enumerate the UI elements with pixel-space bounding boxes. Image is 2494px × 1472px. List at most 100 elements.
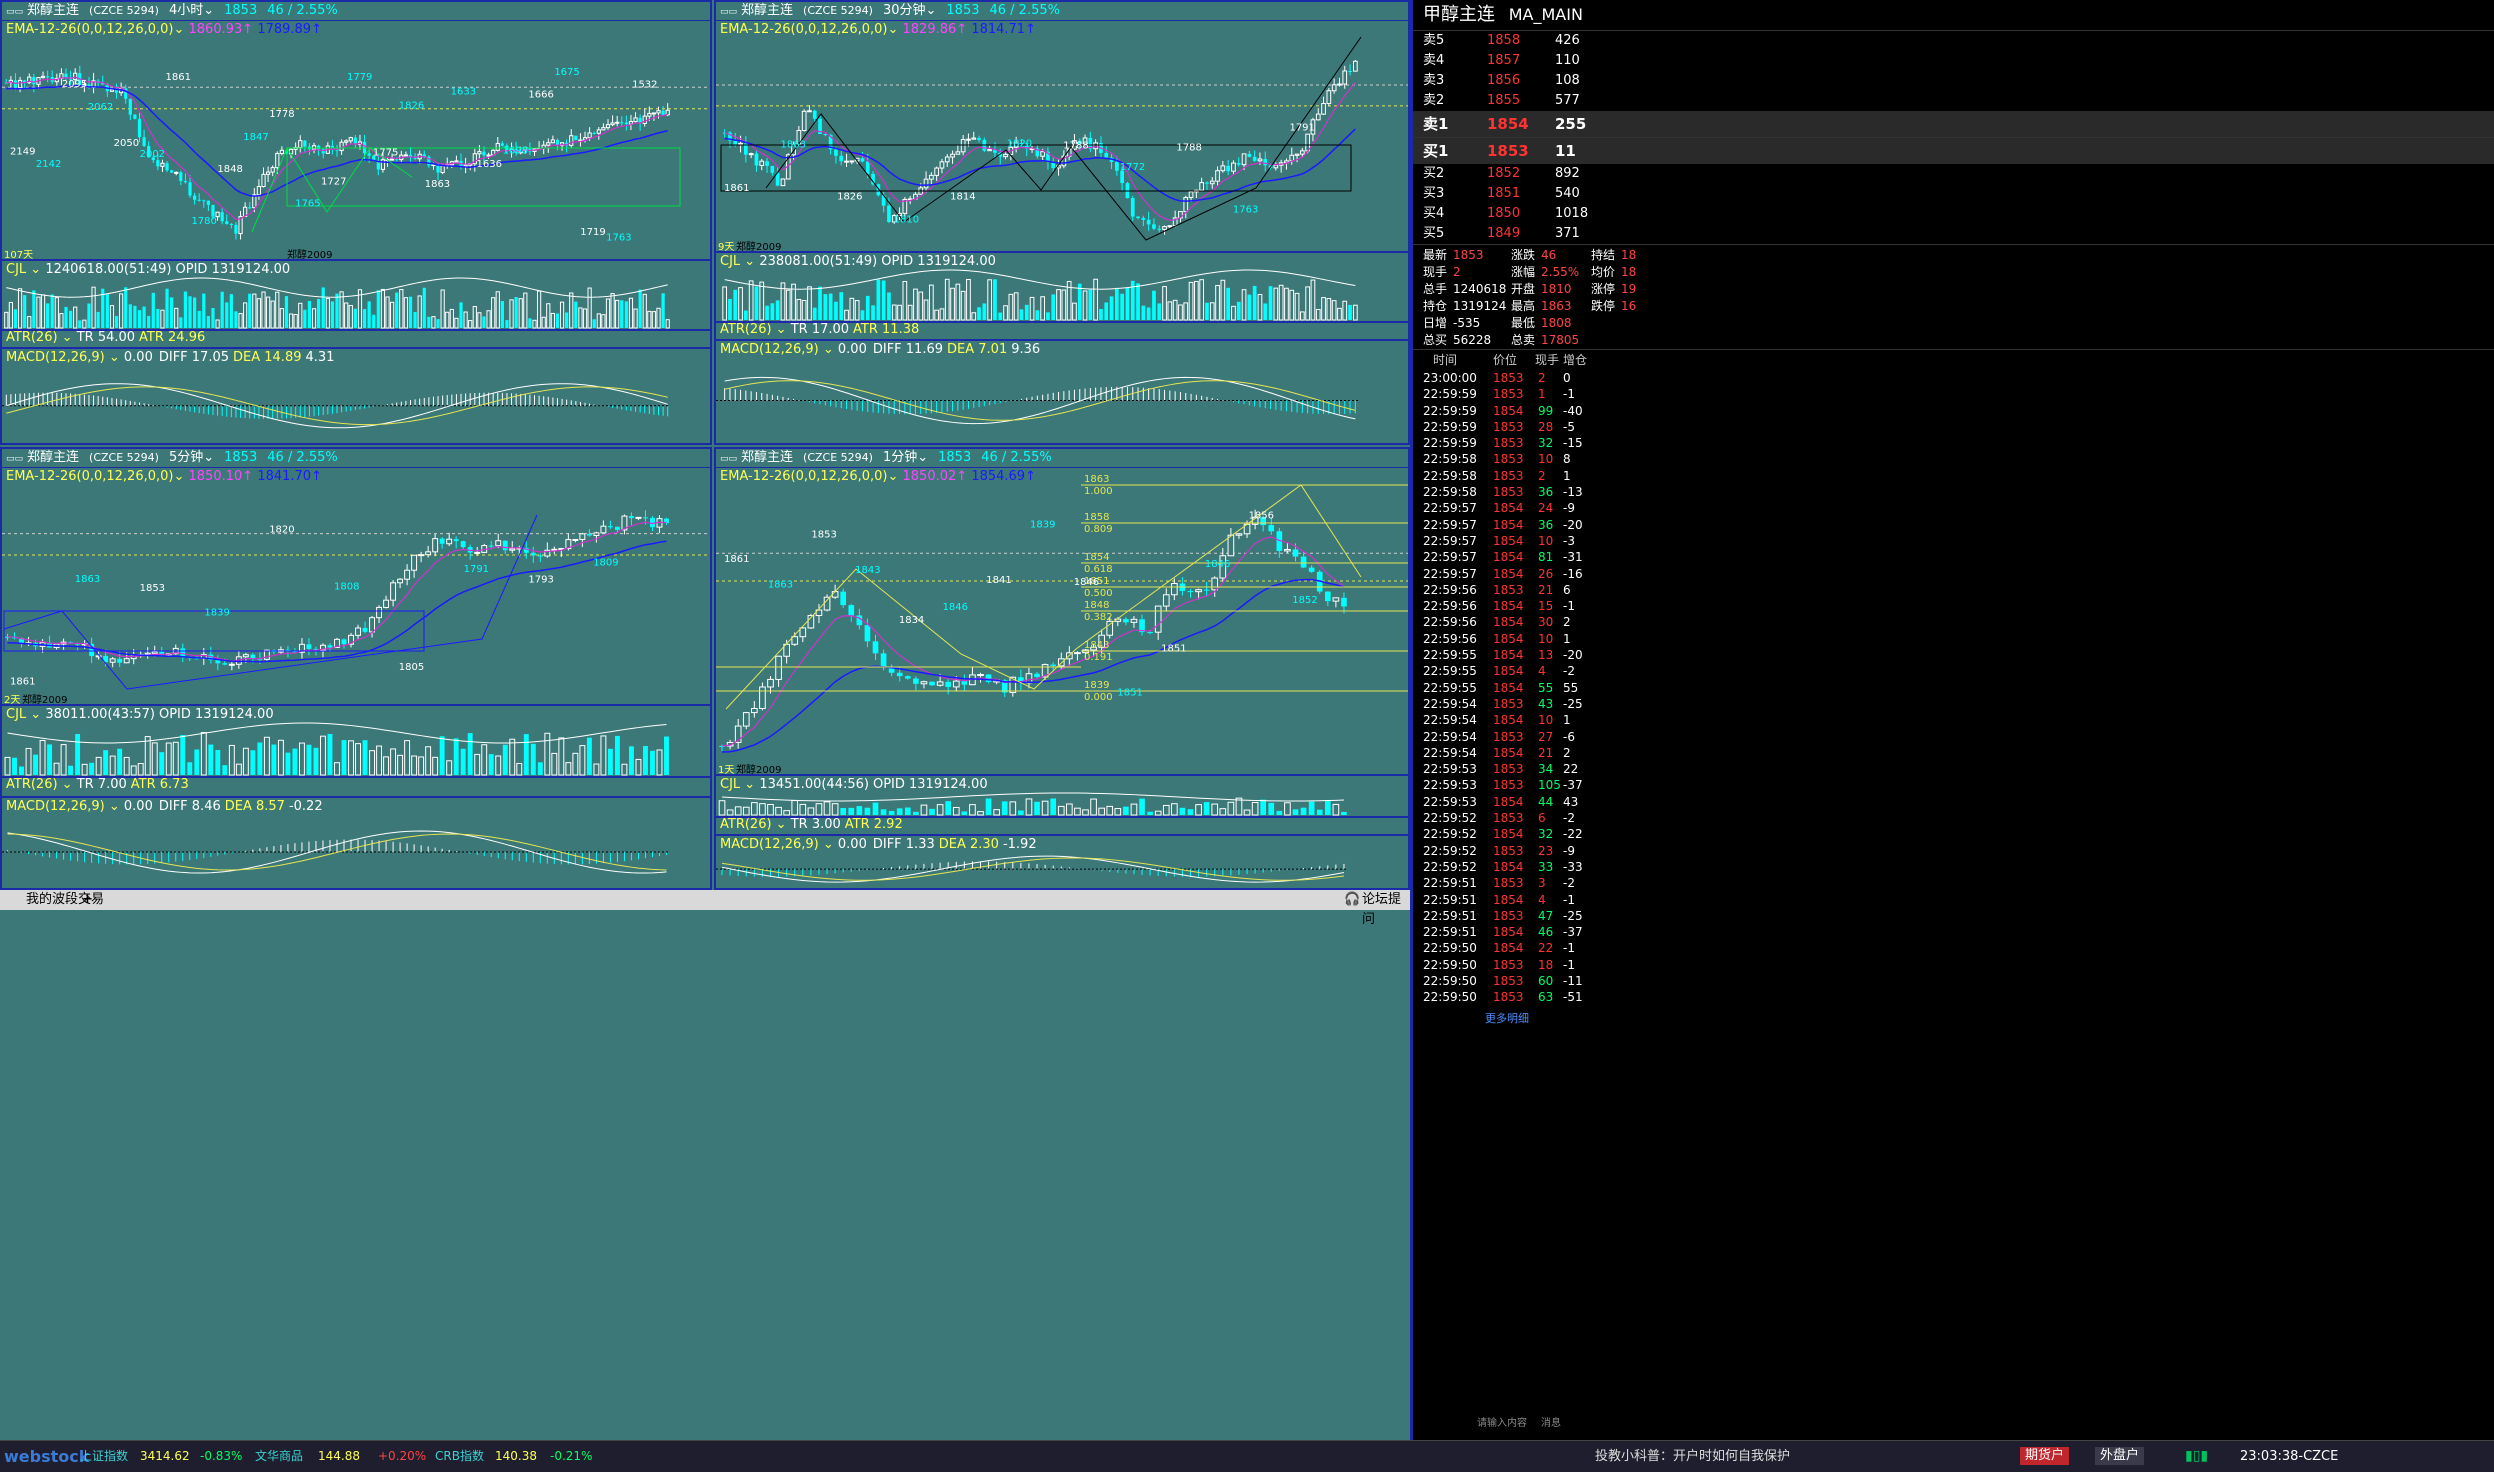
period-selector[interactable]: 4小时 bbox=[168, 3, 204, 18]
tick-row[interactable]: 22:59:54 1853 43 -25 bbox=[1413, 696, 2494, 712]
chevron-down-icon[interactable]: ⌄ bbox=[104, 350, 124, 365]
more-details-link[interactable]: 更多明细 bbox=[1485, 1011, 1529, 1025]
chart-canvas[interactable]: 1861 1863 1826 1810 1814 1820 1788 1772 1788 1763… bbox=[716, 2, 1408, 443]
period-selector[interactable]: 30分钟 bbox=[882, 3, 926, 18]
chevron-down-icon[interactable]: ⌄ bbox=[173, 22, 189, 37]
tick-row[interactable]: 22:59:50 1853 18 -1 bbox=[1413, 957, 2494, 973]
tick-row[interactable]: 23:00:00 1853 2 0 bbox=[1413, 370, 2494, 386]
chevron-down-icon[interactable]: ⌄ bbox=[887, 469, 903, 484]
education-tip[interactable]: 投教小科普：开户时如何自我保护 bbox=[1595, 1449, 1791, 1464]
tick-row[interactable]: 22:59:56 1853 21 6 bbox=[1413, 582, 2494, 598]
tick-row[interactable]: 22:59:51 1854 4 -1 bbox=[1413, 892, 2494, 908]
tick-row[interactable]: 22:59:52 1853 23 -9 bbox=[1413, 843, 2494, 859]
chart-pane-30m[interactable]: ▭▭ 郑醇主连 (CZCE 5294) 30分钟⌄ 1853 46 / 2.55% EMA-… bbox=[714, 0, 1410, 445]
tick-row[interactable]: 22:59:50 1853 60 -11 bbox=[1413, 973, 2494, 989]
headset-icon[interactable]: 🎧 bbox=[1344, 892, 1361, 907]
tab-my-swing-trading[interactable]: 我的波段交易 bbox=[26, 892, 105, 907]
chevron-down-icon[interactable]: ⌄ bbox=[740, 777, 760, 792]
tick-list[interactable]: 23:00:00 1853 2 0 22:59:59 1853 1 -1 22:59:59 185… bbox=[1413, 370, 2494, 1006]
tick-row[interactable]: 22:59:58 1853 36 -13 bbox=[1413, 484, 2494, 500]
tick-row[interactable]: 22:59:57 1854 10 -3 bbox=[1413, 533, 2494, 549]
bids-level-row[interactable]: 买5 1849 371 bbox=[1413, 224, 2494, 244]
asks-level-row[interactable]: 卖2 1855 577 bbox=[1413, 91, 2494, 111]
index-name[interactable]: 文华商品 bbox=[255, 1449, 304, 1463]
asks-level-row[interactable]: 卖4 1857 110 bbox=[1413, 51, 2494, 71]
period-selector[interactable]: 5分钟 bbox=[168, 450, 204, 465]
tick-row[interactable]: 22:59:52 1854 33 -33 bbox=[1413, 859, 2494, 875]
chevron-down-icon[interactable]: ⌄ bbox=[26, 707, 46, 722]
foreign-account-button[interactable]: 外盘户 bbox=[2095, 1447, 2145, 1465]
futures-account-button[interactable]: 期货户 bbox=[2020, 1447, 2070, 1465]
asks-level-row[interactable]: 卖3 1856 108 bbox=[1413, 71, 2494, 91]
forum-question-link[interactable]: 论坛提问 bbox=[1362, 892, 1402, 927]
add-tab-button[interactable]: + bbox=[82, 892, 93, 907]
chevron-down-icon[interactable]: ⌄ bbox=[917, 450, 929, 465]
chevron-down-icon[interactable]: ⌄ bbox=[173, 469, 189, 484]
tick-row[interactable]: 22:59:59 1853 1 -1 bbox=[1413, 386, 2494, 402]
chevron-down-icon[interactable]: ⌄ bbox=[887, 22, 903, 37]
tick-row[interactable]: 22:59:57 1854 24 -9 bbox=[1413, 500, 2494, 516]
tick-row[interactable]: 22:59:55 1854 4 -2 bbox=[1413, 663, 2494, 679]
asks-level-row[interactable]: 卖1 1854 255 bbox=[1413, 111, 2494, 137]
tick-row[interactable]: 22:59:53 1854 44 43 bbox=[1413, 794, 2494, 810]
link-icon[interactable]: ▭▭ bbox=[6, 454, 24, 464]
chart-canvas[interactable]: 1861 1863 1853 1839 1820 1808 1805 1791 1793 1809… bbox=[2, 449, 710, 888]
chevron-down-icon[interactable]: ⌄ bbox=[203, 450, 215, 465]
tick-row[interactable]: 22:59:56 1854 15 -1 bbox=[1413, 598, 2494, 614]
asks-level-row[interactable]: 卖5 1858 426 bbox=[1413, 31, 2494, 51]
tick-row[interactable]: 22:59:54 1853 27 -6 bbox=[1413, 729, 2494, 745]
tick-row[interactable]: 22:59:57 1854 26 -16 bbox=[1413, 566, 2494, 582]
link-icon[interactable]: ▭▭ bbox=[6, 7, 24, 17]
chevron-down-icon[interactable]: ⌄ bbox=[57, 330, 77, 345]
chart-pane-5m[interactable]: ▭▭ 郑醇主连 (CZCE 5294) 5分钟⌄ 1853 46 / 2.55% EMA-1… bbox=[0, 447, 712, 890]
bids-level-row[interactable]: 买4 1850 1018 bbox=[1413, 204, 2494, 224]
chart-canvas[interactable]: 18631.00018580.80918540.61818510.5001848… bbox=[716, 449, 1408, 888]
message-label[interactable]: 消息 bbox=[1541, 1418, 1561, 1429]
bids-level-row[interactable]: 买2 1852 892 bbox=[1413, 164, 2494, 184]
tick-row[interactable]: 22:59:51 1853 3 -2 bbox=[1413, 875, 2494, 891]
chevron-down-icon[interactable]: ⌄ bbox=[740, 254, 760, 269]
chevron-down-icon[interactable]: ⌄ bbox=[818, 342, 838, 357]
chevron-down-icon[interactable]: ⌄ bbox=[104, 799, 124, 814]
index-name[interactable]: 上证指数 bbox=[80, 1449, 129, 1463]
tick-row[interactable]: 22:59:53 1853 34 22 bbox=[1413, 761, 2494, 777]
tick-row[interactable]: 22:59:55 1854 13 -20 bbox=[1413, 647, 2494, 663]
chart-pane-4h[interactable]: ▭▭ 郑醇主连 (CZCE 5294) 4小时⌄ 1853 46 / 2.55% EMA-1… bbox=[0, 0, 712, 445]
tick-row[interactable]: 22:59:52 1853 6 -2 bbox=[1413, 810, 2494, 826]
chevron-down-icon[interactable]: ⌄ bbox=[203, 3, 215, 18]
tick-row[interactable]: 22:59:54 1854 10 1 bbox=[1413, 712, 2494, 728]
chevron-down-icon[interactable]: ⌄ bbox=[771, 817, 791, 832]
tick-row[interactable]: 22:59:52 1854 32 -22 bbox=[1413, 826, 2494, 842]
tick-row[interactable]: 22:59:59 1854 99 -40 bbox=[1413, 403, 2494, 419]
tick-row[interactable]: 22:59:58 1853 10 8 bbox=[1413, 451, 2494, 467]
tick-row[interactable]: 22:59:53 1853 105 -37 bbox=[1413, 777, 2494, 793]
input-hint[interactable]: 请输入内容 bbox=[1477, 1418, 1527, 1429]
bids-level-row[interactable]: 买1 1853 11 bbox=[1413, 138, 2494, 164]
index-name[interactable]: CRB指数 bbox=[435, 1449, 484, 1463]
stat-label: 总买 bbox=[1423, 333, 1448, 347]
tick-row[interactable]: 22:59:59 1853 32 -15 bbox=[1413, 435, 2494, 451]
chart-pane-1m[interactable]: ▭▭ 郑醇主连 (CZCE 5294) 1分钟⌄ 1853 46 / 2.55% EMA-1… bbox=[714, 447, 1410, 890]
tick-row[interactable]: 22:59:51 1854 46 -37 bbox=[1413, 924, 2494, 940]
link-icon[interactable]: ▭▭ bbox=[720, 454, 738, 464]
period-selector[interactable]: 1分钟 bbox=[882, 450, 918, 465]
tick-row[interactable]: 22:59:51 1853 47 -25 bbox=[1413, 908, 2494, 924]
chevron-down-icon[interactable]: ⌄ bbox=[925, 3, 937, 18]
tick-row[interactable]: 22:59:57 1854 36 -20 bbox=[1413, 517, 2494, 533]
tick-row[interactable]: 22:59:50 1854 22 -1 bbox=[1413, 940, 2494, 956]
tick-row[interactable]: 22:59:56 1854 10 1 bbox=[1413, 631, 2494, 647]
chevron-down-icon[interactable]: ⌄ bbox=[818, 837, 838, 852]
chevron-down-icon[interactable]: ⌄ bbox=[26, 262, 46, 277]
chevron-down-icon[interactable]: ⌄ bbox=[771, 322, 791, 337]
tick-row[interactable]: 22:59:54 1854 21 2 bbox=[1413, 745, 2494, 761]
tick-row[interactable]: 22:59:55 1854 55 55 bbox=[1413, 680, 2494, 696]
tick-row[interactable]: 22:59:58 1853 2 1 bbox=[1413, 468, 2494, 484]
bids-level-row[interactable]: 买3 1851 540 bbox=[1413, 184, 2494, 204]
tick-row[interactable]: 22:59:59 1853 28 -5 bbox=[1413, 419, 2494, 435]
chevron-down-icon[interactable]: ⌄ bbox=[57, 777, 77, 792]
tick-row[interactable]: 22:59:56 1854 30 2 bbox=[1413, 614, 2494, 630]
link-icon[interactable]: ▭▭ bbox=[720, 7, 738, 17]
tick-row[interactable]: 22:59:57 1854 81 -31 bbox=[1413, 549, 2494, 565]
tick-row[interactable]: 22:59:50 1853 63 -51 bbox=[1413, 989, 2494, 1005]
